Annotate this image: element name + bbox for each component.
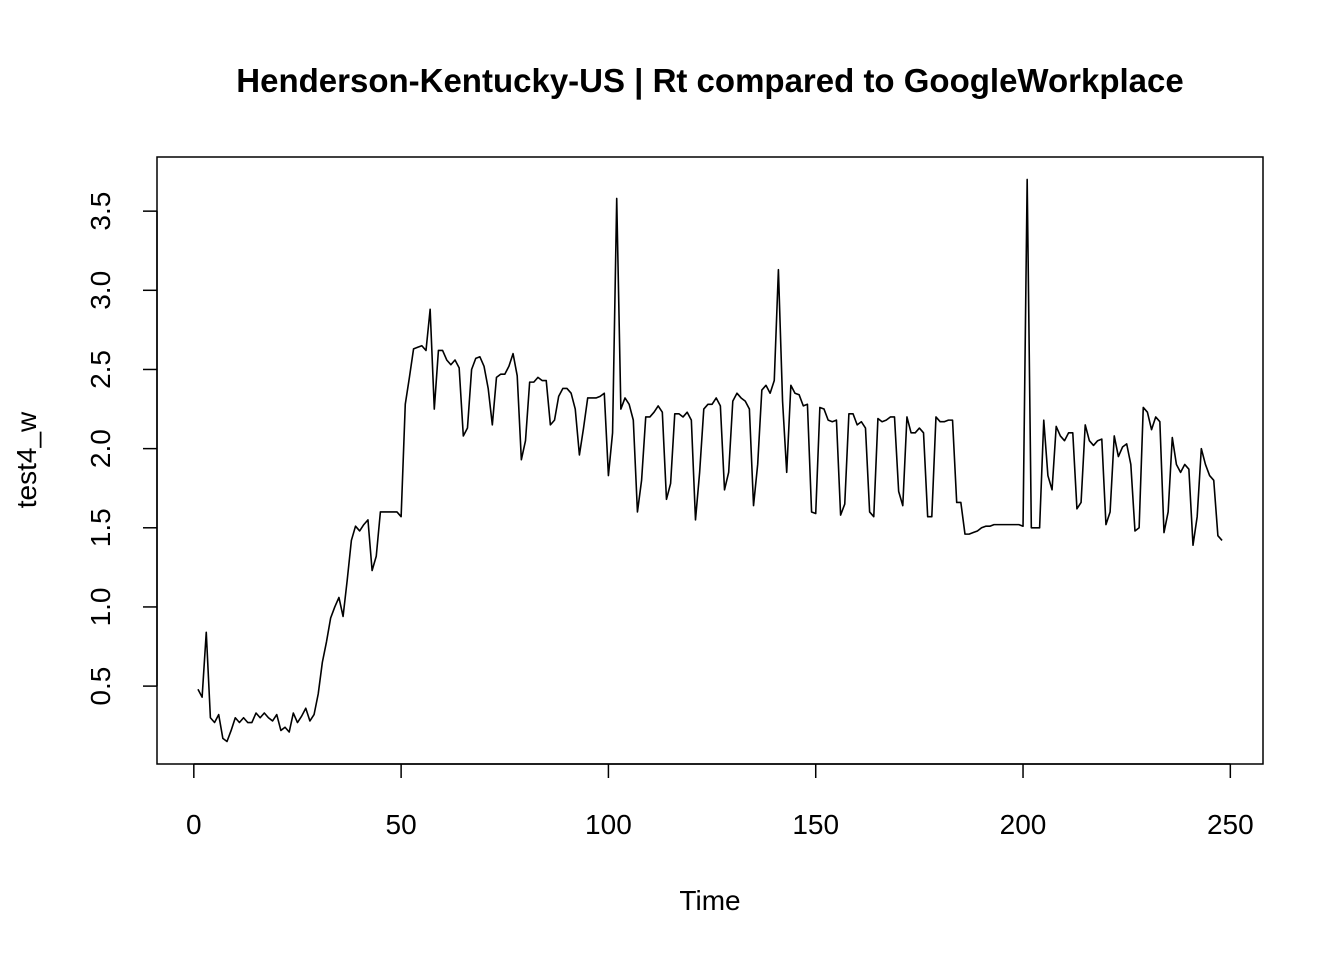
- x-tick-label: 200: [1000, 809, 1047, 840]
- x-axis-label: Time: [679, 885, 740, 916]
- x-tick-label: 50: [386, 809, 417, 840]
- chart-title: Henderson-Kentucky-US | Rt compared to G…: [236, 62, 1183, 99]
- y-tick-label: 2.0: [85, 429, 116, 468]
- x-tick-label: 250: [1207, 809, 1254, 840]
- x-tick-label: 150: [792, 809, 839, 840]
- x-tick-label: 0: [186, 809, 202, 840]
- y-tick-label: 2.5: [85, 350, 116, 389]
- y-tick-label: 0.5: [85, 667, 116, 706]
- y-axis-label: test4_w: [11, 411, 42, 508]
- y-tick-label: 1.5: [85, 508, 116, 547]
- y-tick-label: 3.0: [85, 271, 116, 310]
- data-line: [197, 178, 1223, 743]
- x-tick-label: 100: [585, 809, 632, 840]
- y-tick-label: 1.0: [85, 587, 116, 626]
- y-tick-label: 3.5: [85, 192, 116, 231]
